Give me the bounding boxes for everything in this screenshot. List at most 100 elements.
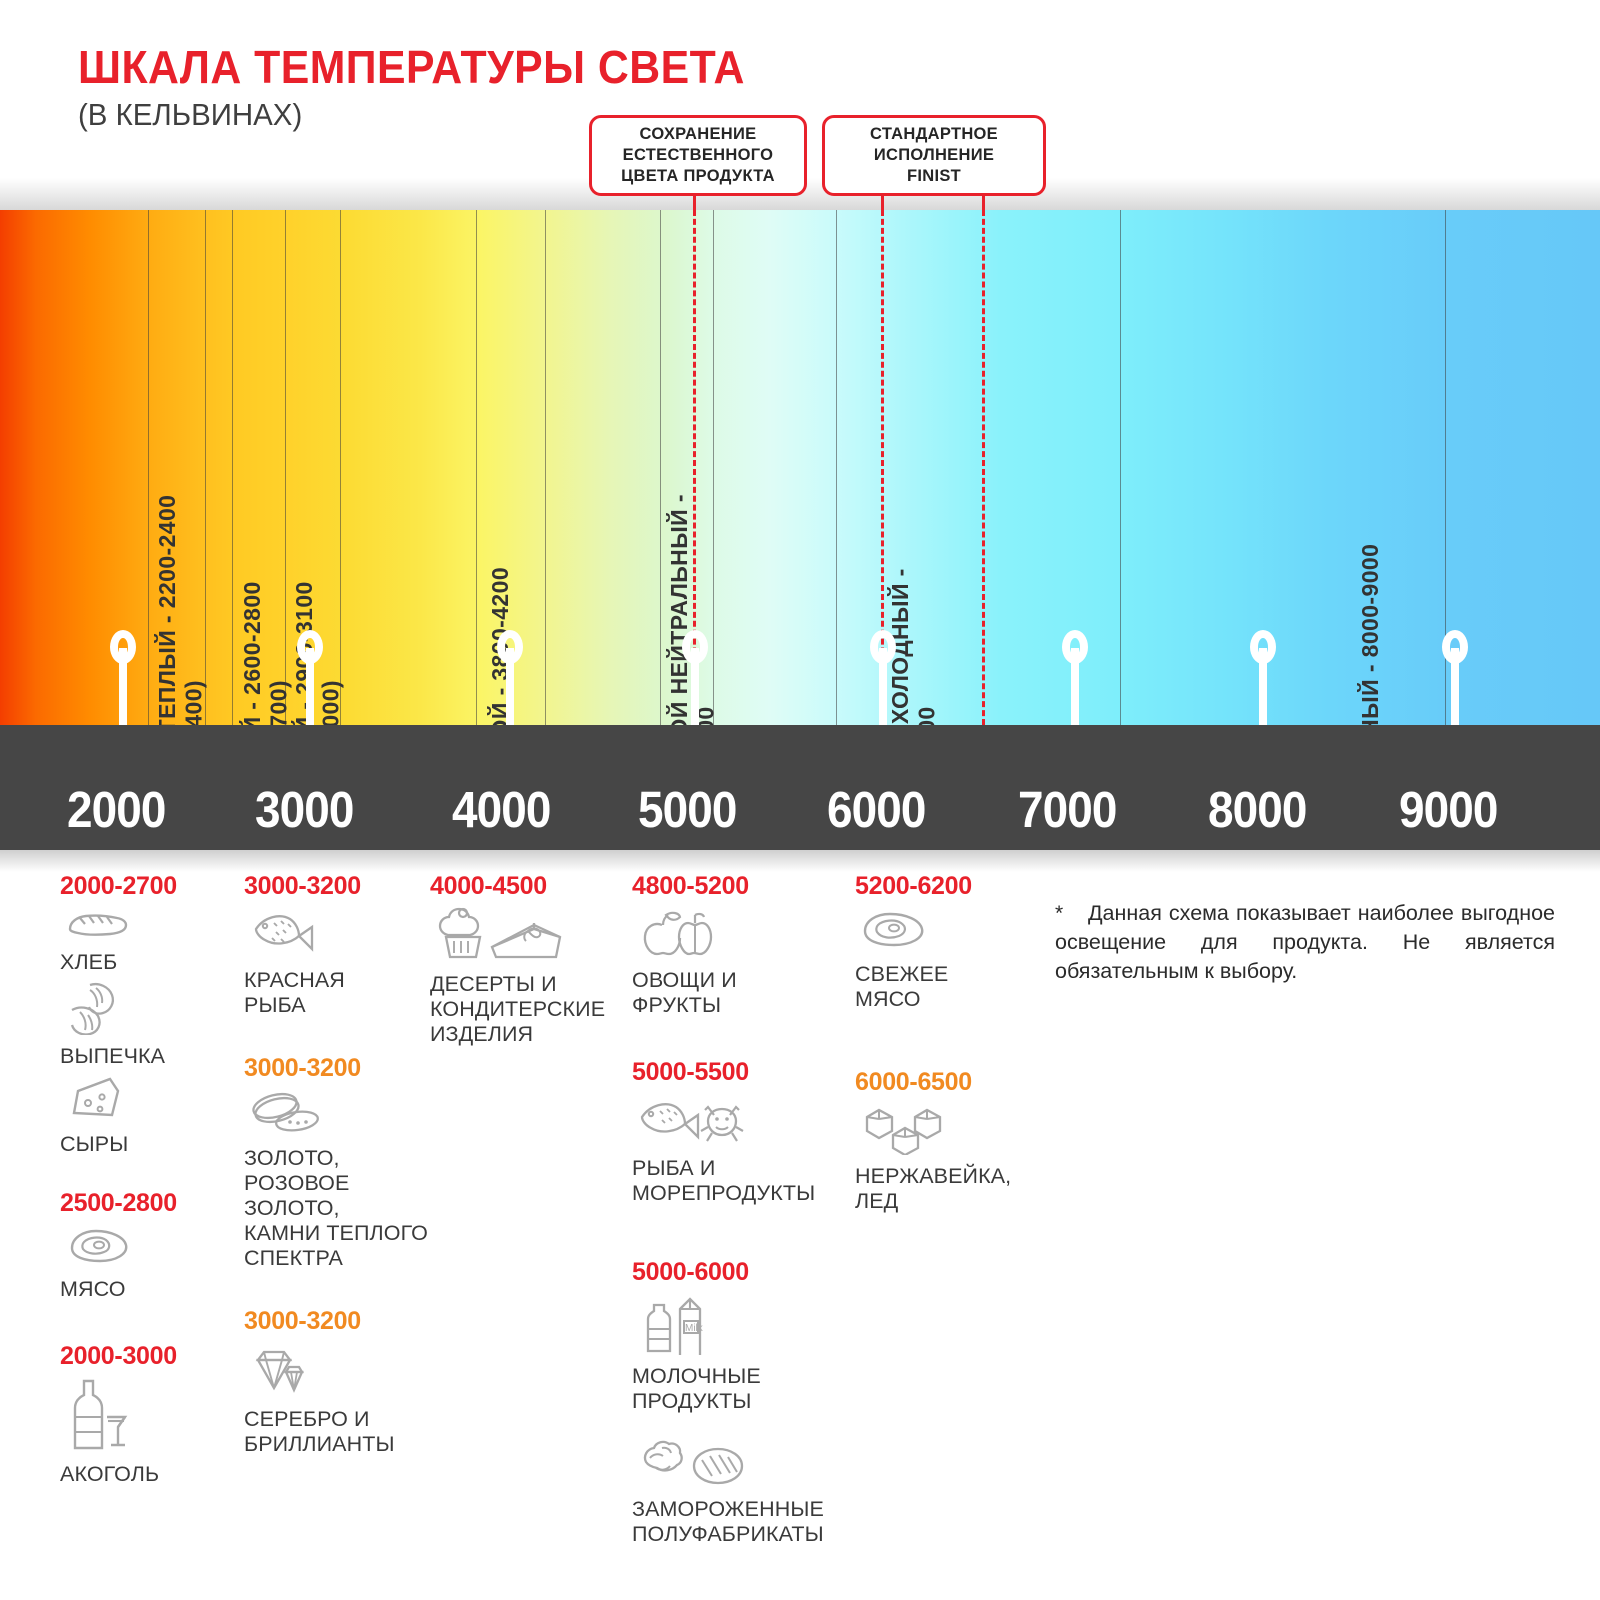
band-label-white-cold: БЕЛЫЙ ХОЛОДНЫЙ - 5800-6500 [887, 568, 939, 725]
band-divider [1445, 210, 1446, 725]
tick-6000: 6000 [827, 781, 926, 838]
legend-block: 3000-3200 КРАСНАЯ РЫБА [244, 872, 434, 1018]
band-divider [232, 210, 233, 725]
tick-5000: 5000 [638, 781, 737, 838]
legend-column-2: 3000-3200 КРАСНАЯ РЫБА 3000-3200 ЗОЛОТО,… [244, 872, 434, 1483]
band-divider [205, 210, 206, 725]
legend-item: МЯСО [60, 1224, 230, 1302]
band-divider [713, 210, 714, 725]
legend-column-3: 4000-4500 ДЕСЕРТЫ И КОНДИТЕРСКИЕ ИЗДЕЛИЯ [430, 872, 620, 1073]
legend-item: РЫБА И МОРЕПРОДУКТЫ [632, 1093, 862, 1206]
frozen-icon [636, 1436, 862, 1493]
legend-range: 6000-6500 [855, 1068, 972, 1096]
legend-item-label: ЗОЛОТО, РОЗОВОЕ ЗОЛОТО, КАМНИ ТЕПЛОГО СП… [244, 1146, 428, 1270]
dessert-icon [434, 907, 620, 968]
legend-range: 4800-5200 [632, 872, 749, 900]
legend-block: 2000-3000 АКОГОЛЬ [60, 1342, 230, 1487]
axis-shadow [0, 850, 1600, 872]
tick-7000: 7000 [1018, 781, 1117, 838]
legend-item: НЕРЖАВЕЙКА, ЛЕД [855, 1103, 1040, 1214]
legend-item-label: ОВОЩИ И ФРУКТЫ [632, 968, 737, 1017]
marker-stem [1451, 648, 1459, 725]
callout-natural-color: СОХРАНЕНИЕ ЕСТЕСТВЕННОГО ЦВЕТА ПРОДУКТА [589, 115, 807, 196]
legend-item-label: НЕРЖАВЕЙКА, ЛЕД [855, 1164, 1012, 1213]
tick-8000: 8000 [1208, 781, 1307, 838]
marker-ring [110, 630, 136, 664]
callout-leg-natural [693, 190, 696, 212]
legend-column-1: 2000-2700 ХЛЕБ ВЫПЕЧКА СЫРЫ 25 [60, 872, 230, 1513]
legend-range: 4000-4500 [430, 872, 547, 900]
legend-item: ВЫПЕЧКА [60, 979, 230, 1069]
diamond-icon [248, 1342, 434, 1403]
dashed-marker-finist-left [881, 210, 884, 725]
band-label-cold: ХОЛОДНЫЙ - 8000-9000 [1357, 543, 1383, 725]
rings-icon [248, 1089, 434, 1142]
legend-range: 5000-5500 [632, 1058, 749, 1086]
legend-item-label: ХЛЕБ [60, 950, 118, 974]
marker-ring [1250, 630, 1276, 664]
band-divider [1120, 210, 1121, 725]
legend-range: 5200-6200 [855, 872, 972, 900]
callout-line: ЕСТЕСТВЕННОГО [622, 146, 774, 164]
product-legend: 2000-2700 ХЛЕБ ВЫПЕЧКА СЫРЫ 25 [0, 872, 1600, 1600]
legend-item-label: СЫРЫ [60, 1132, 129, 1156]
legend-block: 5000-6000 Milk МОЛОЧНЫЕ ПРОДУКТЫ ЗАМОРОЖ… [632, 1258, 862, 1547]
legend-block: 2000-2700 ХЛЕБ ВЫПЕЧКА СЫРЫ [60, 872, 230, 1157]
legend-item: ЗАМОРОЖЕННЫЕ ПОЛУФАБРИКАТЫ [632, 1436, 862, 1547]
marker-ring [870, 630, 896, 664]
band-label-super-warm: СУПЕР ТЕПЛЫЙ - 2200-2400 (тип K 2400) [154, 494, 207, 725]
callout-line: СТАНДАРТНОЕ [870, 125, 998, 143]
callout-leg-standard-left [881, 190, 884, 212]
legend-range: 5000-6000 [632, 1258, 749, 1286]
alcohol-icon [64, 1377, 230, 1458]
footnote-text: Данная схема показывает наиболее выгодно… [1055, 901, 1555, 983]
legend-column-5: 5200-6200 СВЕЖЕЕ МЯСО 6000-6500 НЕРЖАВЕЙ… [855, 872, 1040, 1240]
tick-9000: 9000 [1399, 781, 1498, 838]
marker-ring [1062, 630, 1088, 664]
page-subtitle: (В КЕЛЬВИНАХ) [78, 97, 303, 132]
legend-item-label: ЗАМОРОЖЕННЫЕ ПОЛУФАБРИКАТЫ [632, 1497, 824, 1546]
legend-item: ОВОЩИ И ФРУКТЫ [632, 907, 862, 1018]
marker-stem [1259, 648, 1267, 725]
legend-item-label: СЕРЕБРО И БРИЛЛИАНТЫ [244, 1407, 395, 1456]
legend-item-label: ДЕСЕРТЫ И КОНДИТЕРСКИЕ ИЗДЕЛИЯ [430, 972, 606, 1046]
marker-ring [497, 630, 523, 664]
legend-item: СЫРЫ [60, 1073, 230, 1157]
legend-range: 2000-2700 [60, 872, 177, 900]
band-label-warm-2700: ТЕПЛЫЙ - 2600-2800 (тип K 2700) [239, 581, 292, 725]
header: ШКАЛА ТЕМПЕРАТУРЫ СВЕТА (В КЕЛЬВИНАХ) [0, 0, 1600, 200]
fruits-vegetables-icon [636, 907, 862, 964]
page-title: ШКАЛА ТЕМПЕРАТУРЫ СВЕТА [78, 41, 745, 93]
callout-line: ЦВЕТА ПРОДУКТА [621, 167, 775, 185]
legend-item: СВЕЖЕЕ МЯСО [855, 907, 1040, 1012]
band-divider [836, 210, 837, 725]
legend-block: 3000-3200 ЗОЛОТО, РОЗОВОЕ ЗОЛОТО, КАМНИ … [244, 1054, 434, 1271]
marker-ring [297, 630, 323, 664]
ice-cubes-icon [859, 1103, 1040, 1160]
tick-3000: 3000 [255, 781, 354, 838]
svg-text:Milk: Milk [685, 1323, 704, 1334]
cheese-icon [64, 1073, 230, 1128]
legend-range: 2000-3000 [60, 1342, 177, 1370]
legend-range: 3000-3200 [244, 1054, 361, 1082]
callout-line: ИСПОЛНЕНИЕ [873, 146, 995, 164]
fresh-meat-icon [859, 907, 1040, 958]
legend-column-4: 4800-5200 ОВОЩИ И ФРУКТЫ 5000-5500 РЫБА … [632, 872, 862, 1573]
legend-item-label: МЯСО [60, 1277, 126, 1301]
band-divider [148, 210, 149, 725]
marker-ring [1442, 630, 1468, 664]
marker-stem [1071, 648, 1079, 725]
footnote-marker: * [1055, 902, 1064, 925]
steak-icon [64, 1224, 230, 1273]
legend-item-label: КРАСНАЯ РЫБА [244, 968, 345, 1017]
legend-range: 3000-3200 [244, 872, 361, 900]
legend-range: 3000-3200 [244, 1307, 361, 1335]
legend-block: 6000-6500 НЕРЖАВЕЙКА, ЛЕД [855, 1068, 1040, 1214]
band-divider [476, 210, 477, 725]
callout-line: FINIST [906, 167, 962, 185]
tick-4000: 4000 [452, 781, 551, 838]
legend-item: АКОГОЛЬ [60, 1377, 230, 1487]
legend-item: КРАСНАЯ РЫБА [244, 907, 434, 1018]
legend-item-label: АКОГОЛЬ [60, 1462, 160, 1486]
seafood-icon [636, 1093, 862, 1152]
